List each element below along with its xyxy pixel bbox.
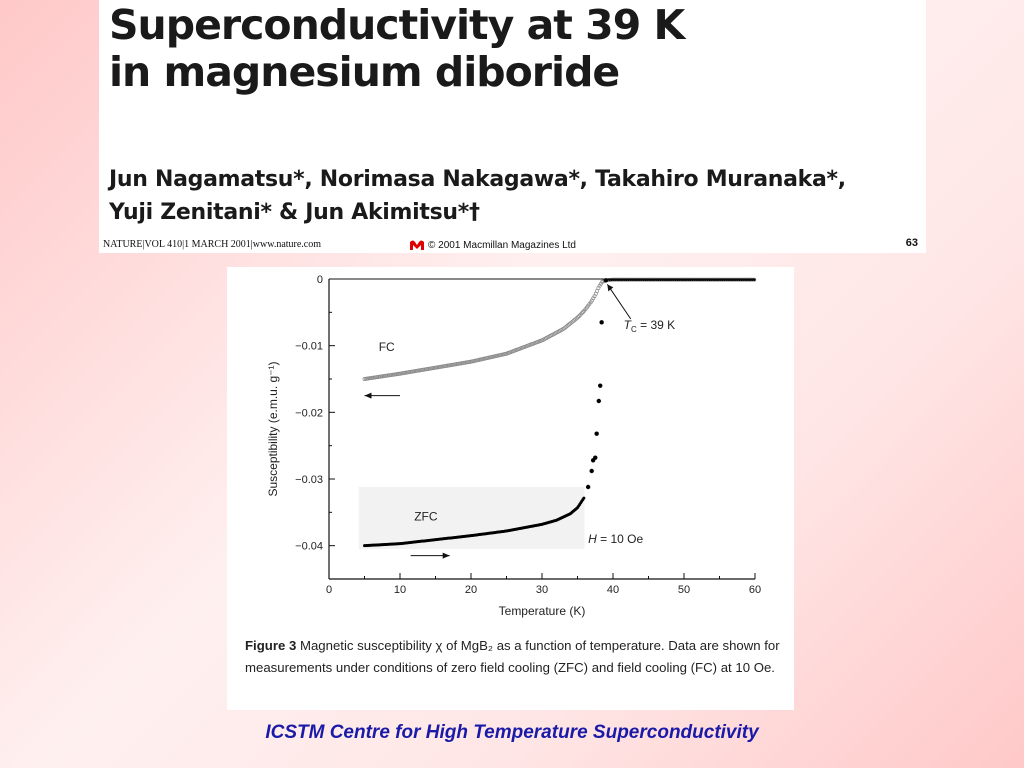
copyright-notice: © 2001 Macmillan Magazines Ltd — [409, 239, 576, 251]
chart-labels: Temperature (K) Susceptibility (e.m.u. g… — [266, 318, 675, 618]
zfc-series-label: ZFC — [414, 509, 438, 523]
y-tick-label: 0 — [317, 274, 323, 286]
y-tick-label: −0.03 — [295, 474, 323, 486]
y-tick-label: −0.04 — [295, 541, 323, 553]
x-axis-label: Temperature (K) — [499, 604, 586, 618]
authors-line-2: Yuji Zenitani* & Jun Akimitsu*† — [109, 200, 480, 225]
susceptibility-chart: 0 10 20 30 40 50 60 0 −0.01 −0.02 −0.03 −0.04 Tempe… — [266, 274, 761, 618]
authors-line-1: Jun Nagamatsu*, Norimasa Nakagawa*, Taka… — [109, 167, 846, 192]
x-tick-label: 50 — [678, 584, 690, 596]
tc-pointer-shaft — [606, 284, 632, 320]
tc-symbol: T — [624, 318, 633, 332]
tc-subscript: C — [631, 325, 637, 334]
x-tick-label: 10 — [394, 584, 406, 596]
zfc-point — [582, 496, 586, 500]
fc-cooling-arrow-head — [364, 392, 372, 399]
paper-header: Superconductivity at 39 K in magnesium d… — [99, 0, 926, 253]
copyright-text: © 2001 Macmillan Magazines Ltd — [428, 239, 576, 251]
caption-text: Magnetic susceptibility χ of MgB₂ as a f… — [245, 638, 780, 675]
zfc-point — [599, 320, 604, 325]
paper-authors: Jun Nagamatsu*, Norimasa Nakagawa*, Taka… — [109, 163, 846, 229]
x-tick-label: 60 — [749, 584, 761, 596]
chart-marks — [329, 277, 757, 559]
tc-value: = 39 K — [637, 318, 675, 332]
zfc-shaded-region — [358, 487, 585, 549]
zfc-point — [596, 398, 601, 404]
x-tick-label: 40 — [607, 584, 619, 596]
zfc-point — [585, 484, 591, 490]
paper-title-line-1: Superconductivity at 39 K — [109, 1, 685, 49]
paper-title: Superconductivity at 39 K in magnesium d… — [109, 1, 685, 96]
page-number: 63 — [905, 237, 918, 249]
figure-label: Figure 3 — [245, 638, 297, 653]
footer-title: ICSTM Centre for High Temperature Superc… — [265, 722, 759, 743]
fc-series-label: FC — [379, 340, 395, 354]
zfc-point — [594, 431, 599, 436]
figure-caption: Figure 3 Magnetic susceptibility χ of Mg… — [245, 635, 785, 679]
zfc-point — [593, 455, 598, 460]
tc-pointer-head — [607, 284, 614, 292]
chart-ticks: 0 10 20 30 40 50 60 0 −0.01 −0.02 −0.03 −0.04 — [295, 274, 761, 596]
x-tick-label: 20 — [465, 584, 477, 596]
y-tick-label: −0.02 — [295, 407, 323, 419]
figure-panel: 0 10 20 30 40 50 60 0 −0.01 −0.02 −0.03 −0.04 Tempe… — [227, 267, 794, 710]
paper-title-line-2: in magnesium diboride — [109, 48, 620, 96]
field-value: = 10 Oe — [597, 532, 644, 546]
zfc-warming-arrow-head — [442, 552, 450, 559]
x-tick-label: 30 — [536, 584, 548, 596]
zfc-shade-rect — [358, 487, 585, 549]
x-tick-label: 0 — [326, 584, 332, 596]
journal-citation: NATURE|VOL 410|1 MARCH 2001|www.nature.c… — [103, 239, 322, 250]
zfc-point — [589, 468, 594, 474]
field-annotation: H = 10 Oe — [588, 532, 643, 546]
tc-annotation: TC = 39 K — [624, 318, 676, 334]
field-symbol: H — [588, 532, 597, 546]
zfc-point — [598, 383, 603, 388]
macmillan-logo-icon — [410, 240, 424, 250]
y-tick-label: −0.01 — [295, 341, 323, 353]
y-axis-label: Susceptibility (e.m.u. g⁻¹) — [266, 361, 280, 496]
